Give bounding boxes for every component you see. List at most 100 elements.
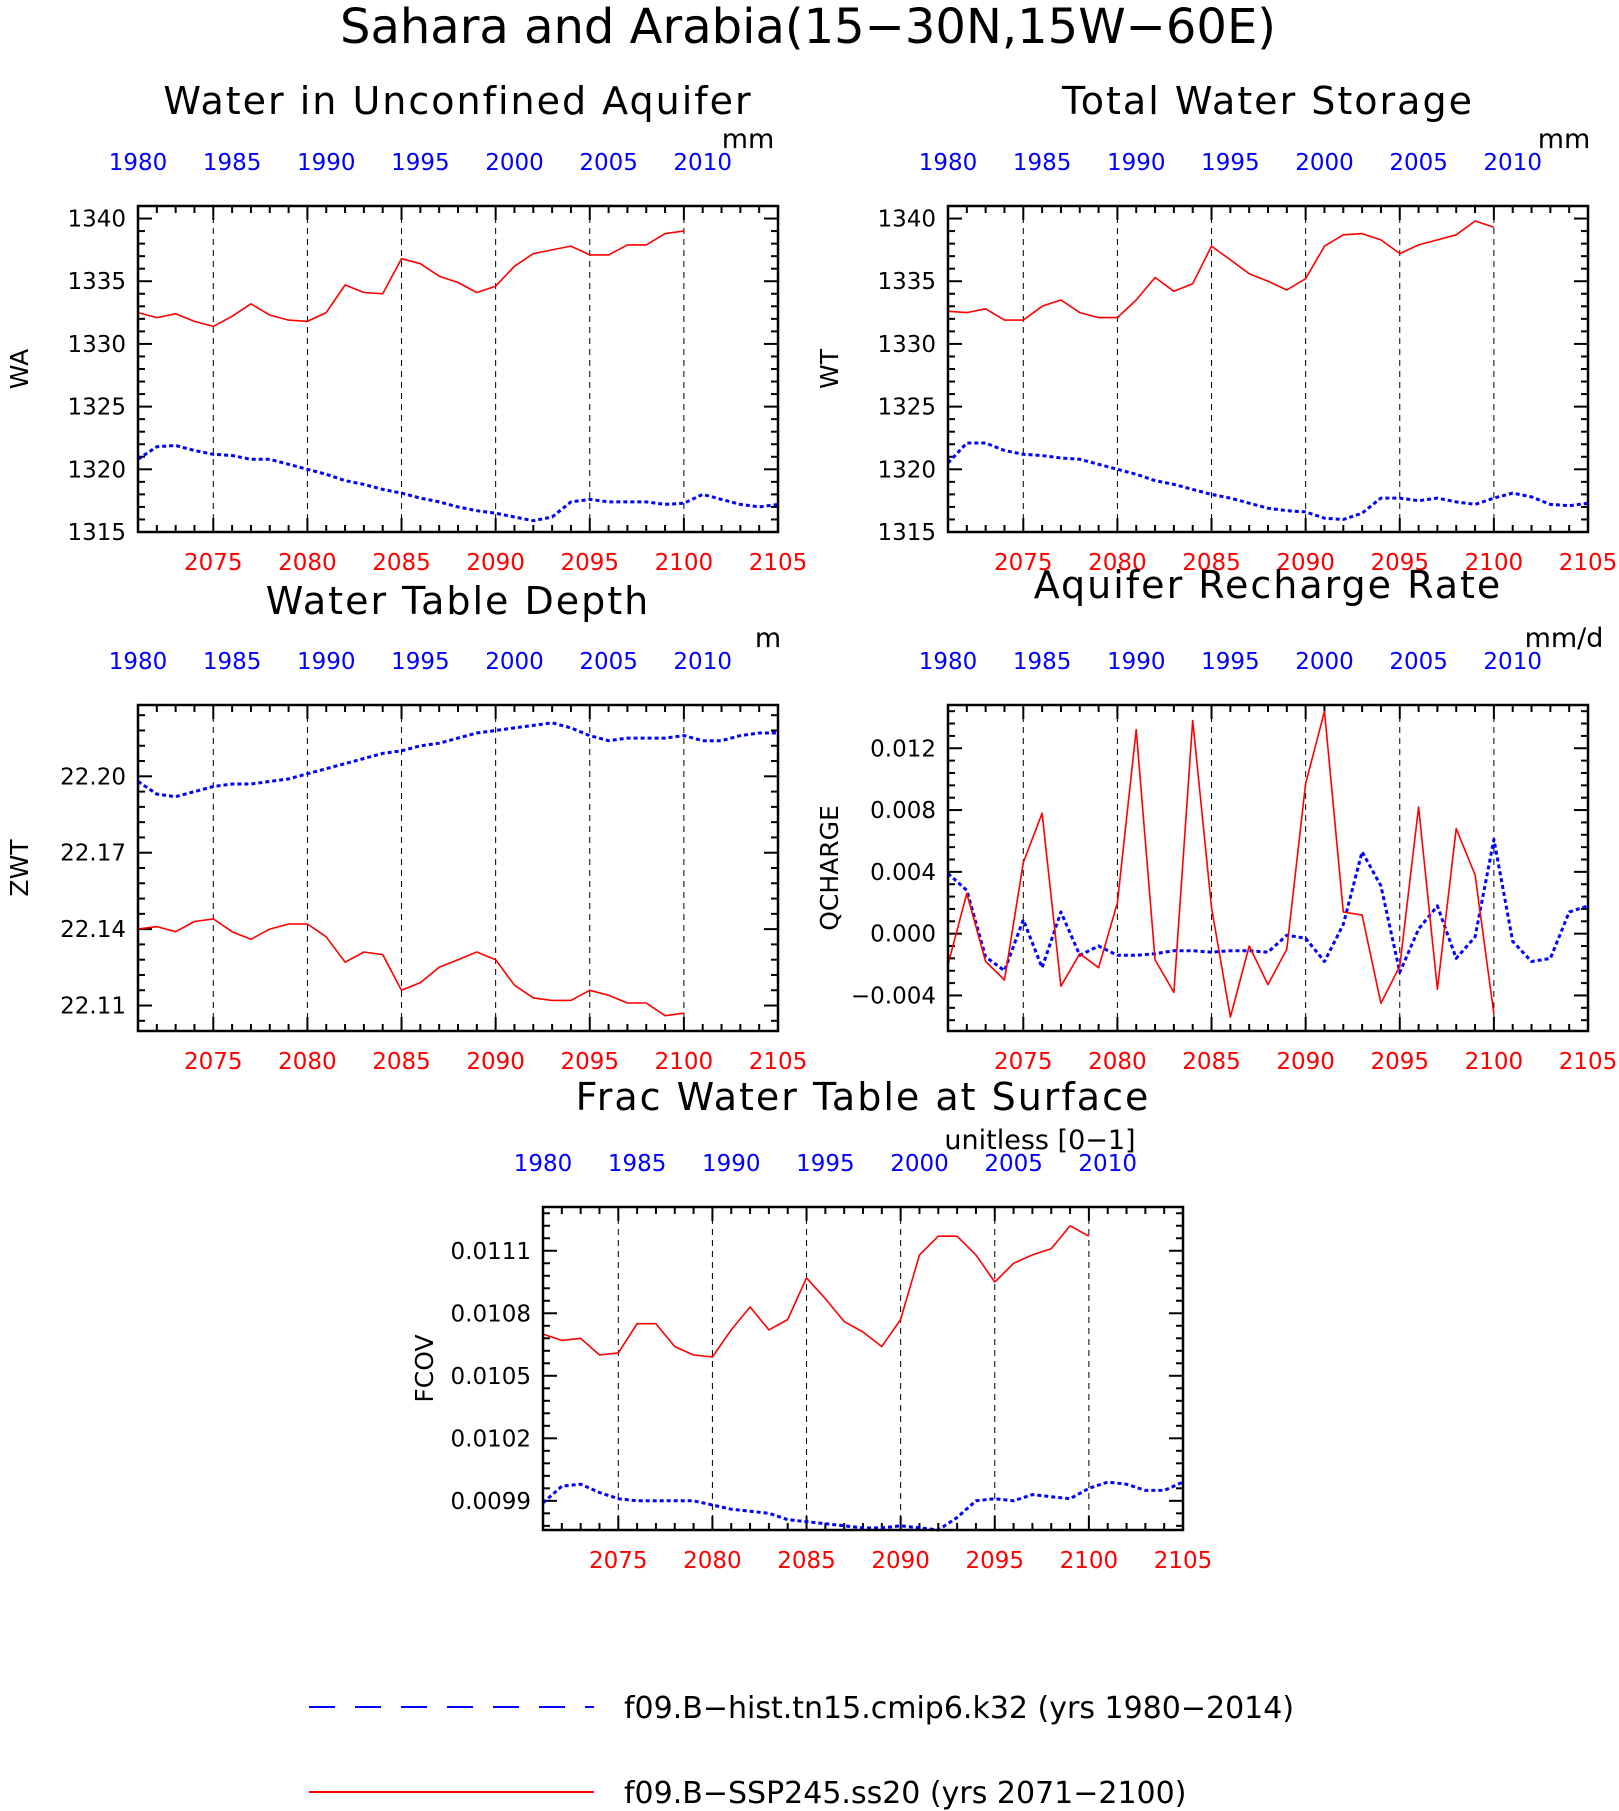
y-tick-label: 22.11 [60,994,126,1020]
x-tick-label-bottom: 2105 [1559,1049,1618,1075]
y-tick-label: 1335 [67,269,126,295]
y-tick-label: 0.0108 [451,1301,531,1327]
units-label: m [755,623,781,654]
x-tick-label-top: 2000 [1295,150,1354,176]
y-tick-label: 1325 [67,395,126,421]
x-tick-label-bottom: 2075 [184,1049,243,1075]
legend: f09.B−hist.tn15.cmip6.k32 (yrs 1980−2014… [309,1691,1294,1811]
y-tick-label: 0.004 [870,860,936,886]
x-tick-label-bottom: 2100 [1465,550,1524,576]
x-tick-label-bottom: 2090 [466,550,525,576]
x-tick-label-top: 1990 [1107,150,1166,176]
x-tick-label-bottom: 2095 [560,550,619,576]
plot-frame [136,703,780,1033]
series-line-ssp [137,918,685,1017]
x-tick-label-top: 2005 [579,649,638,675]
panel-title: Water in Unconfined Aquifer [163,79,752,123]
x-tick-label-top: 2000 [1295,649,1354,675]
panel-water-table-depth: Water Table Depth m ZWT 2075 2080 2085 2090 209… [5,579,807,1075]
x-tick-label-top: 1990 [1107,649,1166,675]
x-tick-label-bottom: 2080 [1088,550,1147,576]
x-tick-label-bottom: 2105 [1154,1548,1213,1574]
x-tick-label-bottom: 2075 [184,550,243,576]
x-tick-label-bottom: 2085 [1182,1049,1241,1075]
x-tick-label-bottom: 2095 [1370,550,1429,576]
x-tick-label-bottom: 2095 [965,1548,1024,1574]
x-tick-label-bottom: 2090 [1276,550,1335,576]
x-tick-label-top: 1985 [1013,649,1072,675]
x-tick-label-bottom: 2075 [994,1049,1053,1075]
x-tick-label-bottom: 2080 [278,550,337,576]
plot-frame [946,703,1590,1033]
y-axis-label: WT [815,348,844,389]
x-tick-label-top: 2010 [673,150,732,176]
y-tick-label: 0.0111 [451,1239,531,1265]
panel-total-water-storage: Total Water Storage mm WT 2075 2080 2085 2090 2… [815,79,1617,576]
units-label: mm [1538,124,1591,155]
x-tick-label-bottom: 2075 [589,1548,648,1574]
x-tick-label-top: 1980 [919,150,978,176]
x-tick-label-top: 1990 [297,649,356,675]
plot-frame [136,204,780,534]
series-line-hist [542,1480,1184,1532]
x-tick-label-top: 2005 [1389,649,1448,675]
x-tick-label-top: 1985 [203,649,262,675]
x-tick-label-top: 1990 [297,150,356,176]
y-tick-label: 22.14 [60,917,126,943]
x-tick-label-bottom: 2105 [749,550,808,576]
y-tick-label: 1340 [877,207,936,233]
y-axis-label: QCHARGE [815,805,844,931]
figure-title: Sahara and Arabia(15−30N,15W−60E) [340,0,1276,55]
series-line-ssp [137,230,685,328]
panel-frac-water-table-at-surface: Frac Water Table at Surface unitless [0−1… [410,1075,1212,1574]
x-tick-label-bottom: 2085 [777,1548,836,1574]
plot-frame [946,204,1590,534]
series-line-ssp [947,710,1495,1018]
x-tick-label-top: 1995 [1201,649,1260,675]
x-tick-label-top: 2000 [485,150,544,176]
x-tick-label-top: 2010 [1078,1151,1137,1177]
units-label: mm/d [1525,623,1604,654]
series-line-hist [946,441,1589,521]
x-tick-label-bottom: 2105 [749,1049,808,1075]
x-tick-label-top: 1985 [1013,150,1072,176]
x-tick-label-top: 2000 [485,649,544,675]
x-tick-label-bottom: 2100 [1060,1548,1119,1574]
x-tick-label-bottom: 2095 [1370,1049,1429,1075]
x-tick-label-bottom: 2085 [372,550,431,576]
x-tick-label-top: 1985 [608,1151,667,1177]
y-tick-label: −0.004 [851,983,936,1009]
panel-aquifer-recharge-rate: Aquifer Recharge Rate mm/d QCHARGE 2075 2080… [815,563,1617,1075]
x-tick-label-top: 2010 [1483,150,1542,176]
y-tick-label: 0.012 [870,736,936,762]
y-tick-label: 1340 [67,207,126,233]
y-axis-label: ZWT [5,839,34,897]
x-tick-label-bottom: 2090 [466,1049,525,1075]
x-tick-label-bottom: 2085 [1182,550,1241,576]
x-tick-label-top: 2010 [1483,649,1542,675]
x-tick-label-bottom: 2080 [1088,1049,1147,1075]
x-tick-label-bottom: 2080 [683,1548,742,1574]
x-tick-label-top: 1980 [109,150,168,176]
y-tick-label: 0.0102 [451,1426,531,1452]
x-tick-label-top: 2005 [579,150,638,176]
x-tick-label-top: 1995 [391,649,450,675]
y-tick-label: 1320 [877,457,936,483]
x-tick-label-bottom: 2075 [994,550,1053,576]
x-tick-label-top: 2000 [890,1151,949,1177]
x-tick-label-bottom: 2090 [1276,1049,1335,1075]
y-tick-label: 22.17 [60,841,126,867]
panel-title: Total Water Storage [1061,79,1474,123]
y-tick-label: 1315 [877,520,936,546]
y-axis-label: WA [5,349,34,389]
x-tick-label-bottom: 2105 [1559,550,1618,576]
x-tick-label-bottom: 2100 [1465,1049,1524,1075]
x-tick-label-top: 1980 [919,649,978,675]
y-tick-label: 0.000 [870,922,936,948]
x-tick-label-bottom: 2100 [655,1049,714,1075]
y-tick-label: 1335 [877,269,936,295]
y-tick-label: 0.008 [870,798,936,824]
x-tick-label-top: 1995 [1201,150,1260,176]
